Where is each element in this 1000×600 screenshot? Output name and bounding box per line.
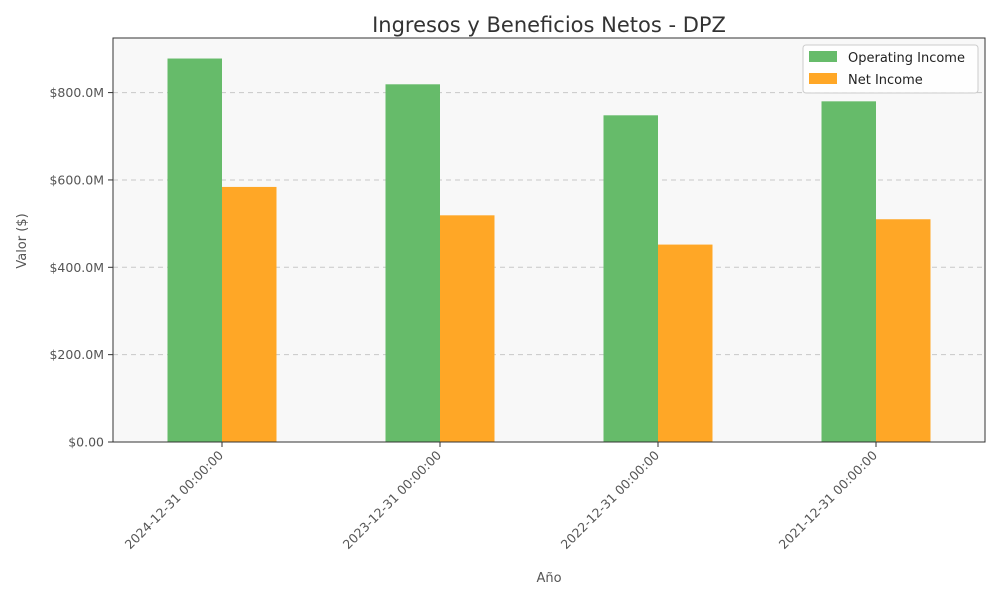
legend-box [802,44,979,94]
bars [167,58,931,443]
y-tick-label: $400.0M [49,260,104,275]
bar-operating-income [385,84,440,443]
x-axis-ticks: 2024-12-31 00:00:00 2023-12-31 00:00:00 20… [122,442,881,552]
bar-operating-income [603,115,658,443]
legend-swatch-net-income [809,73,837,84]
y-tick-label: $200.0M [49,347,104,362]
bar-net-income [222,186,277,442]
legend-swatch-operating-income [809,51,837,62]
x-tick-label: 2024-12-31 00:00:00 [122,447,227,552]
axes [112,37,986,443]
legend-label-operating-income: Operating Income [848,51,965,66]
bar-operating-income [821,101,876,443]
x-axis-label: Año [536,571,561,586]
bar-net-income [876,219,931,442]
y-tick-label: $0.00 [68,435,104,450]
bar-net-income [658,244,713,442]
y-tick-label: $800.0M [49,85,104,100]
bar-net-income [440,215,495,442]
bar-operating-income [167,58,222,443]
y-axis-ticks: $0.00 $200.0M $400.0M $600.0M $800.0M [49,85,113,450]
axes-frame [112,37,986,443]
y-axis-label: Valor ($) [15,213,30,268]
x-tick-label: 2023-12-31 00:00:00 [340,447,445,552]
x-tick-label: 2022-12-31 00:00:00 [558,447,663,552]
legend-label-net-income: Net Income [848,73,923,88]
x-tick-label: 2021-12-31 00:00:00 [776,447,881,552]
legend: Operating Income Net Income [802,44,979,94]
chart-title: Ingresos y Beneficios Netos - DPZ [372,13,726,37]
y-tick-label: $600.0M [49,172,104,187]
